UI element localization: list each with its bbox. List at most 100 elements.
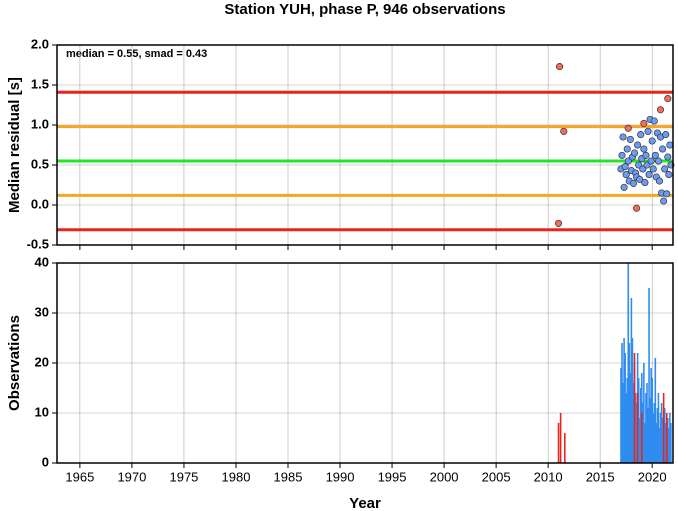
bar [659,413,662,463]
x-tick-label: 2000 [430,469,459,484]
bar [639,388,642,463]
x-axis-label: Year [349,495,381,511]
point [644,127,652,135]
y-tick-label: 0.0 [31,196,49,211]
bar [632,383,635,463]
bar [634,393,637,463]
point [623,145,631,153]
bar [637,378,640,463]
point [630,149,639,157]
y-tick-label: 0.5 [31,156,49,171]
bar [623,338,625,463]
point [554,219,563,227]
y-tick-label: -0.5 [27,236,49,251]
bar [661,418,664,463]
y-tick-label: 1.5 [31,76,49,91]
bar [657,393,660,463]
bar [658,428,661,463]
y-tick-label: 10 [35,404,49,419]
bar [653,403,656,463]
point [642,151,650,159]
point [647,157,655,165]
bar [668,428,670,463]
bar [642,403,644,463]
x-tick-label: 1970 [117,469,146,484]
bar [656,408,659,463]
bar [621,343,623,463]
bar [563,433,566,463]
bar [669,413,671,463]
bar [666,418,669,463]
bar [629,373,632,463]
point [655,177,664,185]
x-tick-label: 1990 [326,469,355,484]
point [634,141,642,149]
y-tick-label: 20 [35,354,49,369]
bar [626,378,629,463]
bar [670,423,672,463]
annotation: median = 0.55, smad = 0.43 [66,48,207,60]
point [664,95,672,103]
point [651,151,659,159]
point [663,190,671,198]
point [622,171,630,179]
bar [622,383,624,463]
bar [654,358,657,463]
point [618,151,626,159]
bar [650,368,652,463]
x-tick-label: 1985 [274,469,303,484]
x-tick-label: 1995 [378,469,407,484]
point [637,131,645,139]
plot-frame [56,44,674,246]
bar [646,383,648,463]
y-tick-label: 0 [42,454,49,469]
bar [644,423,646,463]
point [636,175,644,183]
bar [660,403,663,463]
bar [645,393,647,463]
point [650,117,658,125]
point [654,157,662,165]
point [649,165,657,173]
x-tick-label: 2005 [482,469,511,484]
point [661,165,669,173]
chart-title: Station YUH, phase P, 946 observations [224,1,505,18]
point [621,163,629,171]
bar [640,413,643,463]
bar [624,353,626,463]
x-tick-label: 1980 [222,469,251,484]
point [662,131,670,139]
point [641,179,649,187]
bar [628,343,631,463]
y-tick-label: 40 [35,254,49,269]
bar [655,423,658,463]
point [560,127,568,135]
y-tick-label: 30 [35,304,49,319]
x-tick-label: 1965 [65,469,94,484]
bar [635,403,638,463]
point [633,204,641,212]
bar [662,393,665,463]
bar [651,378,653,463]
bar [649,398,651,463]
bar [638,418,641,463]
point [665,171,673,179]
point [664,153,672,161]
bar [557,423,560,463]
point [640,145,648,153]
y-axis-label: Median residual [s] [6,77,23,213]
bar [630,298,633,463]
point [656,106,665,114]
point [619,133,627,141]
x-tick-label: 1975 [169,469,198,484]
point [556,63,564,71]
bar [636,393,639,463]
bar [643,363,645,463]
bar [664,423,667,463]
y-axis-label: Observations [6,315,23,411]
point [659,145,667,153]
point [629,179,638,187]
x-tick-label: 2015 [586,469,615,484]
point [640,119,648,127]
